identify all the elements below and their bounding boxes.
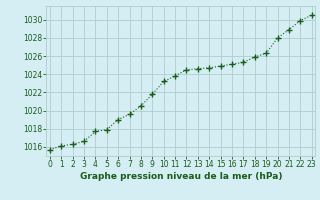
X-axis label: Graphe pression niveau de la mer (hPa): Graphe pression niveau de la mer (hPa)	[80, 172, 282, 181]
